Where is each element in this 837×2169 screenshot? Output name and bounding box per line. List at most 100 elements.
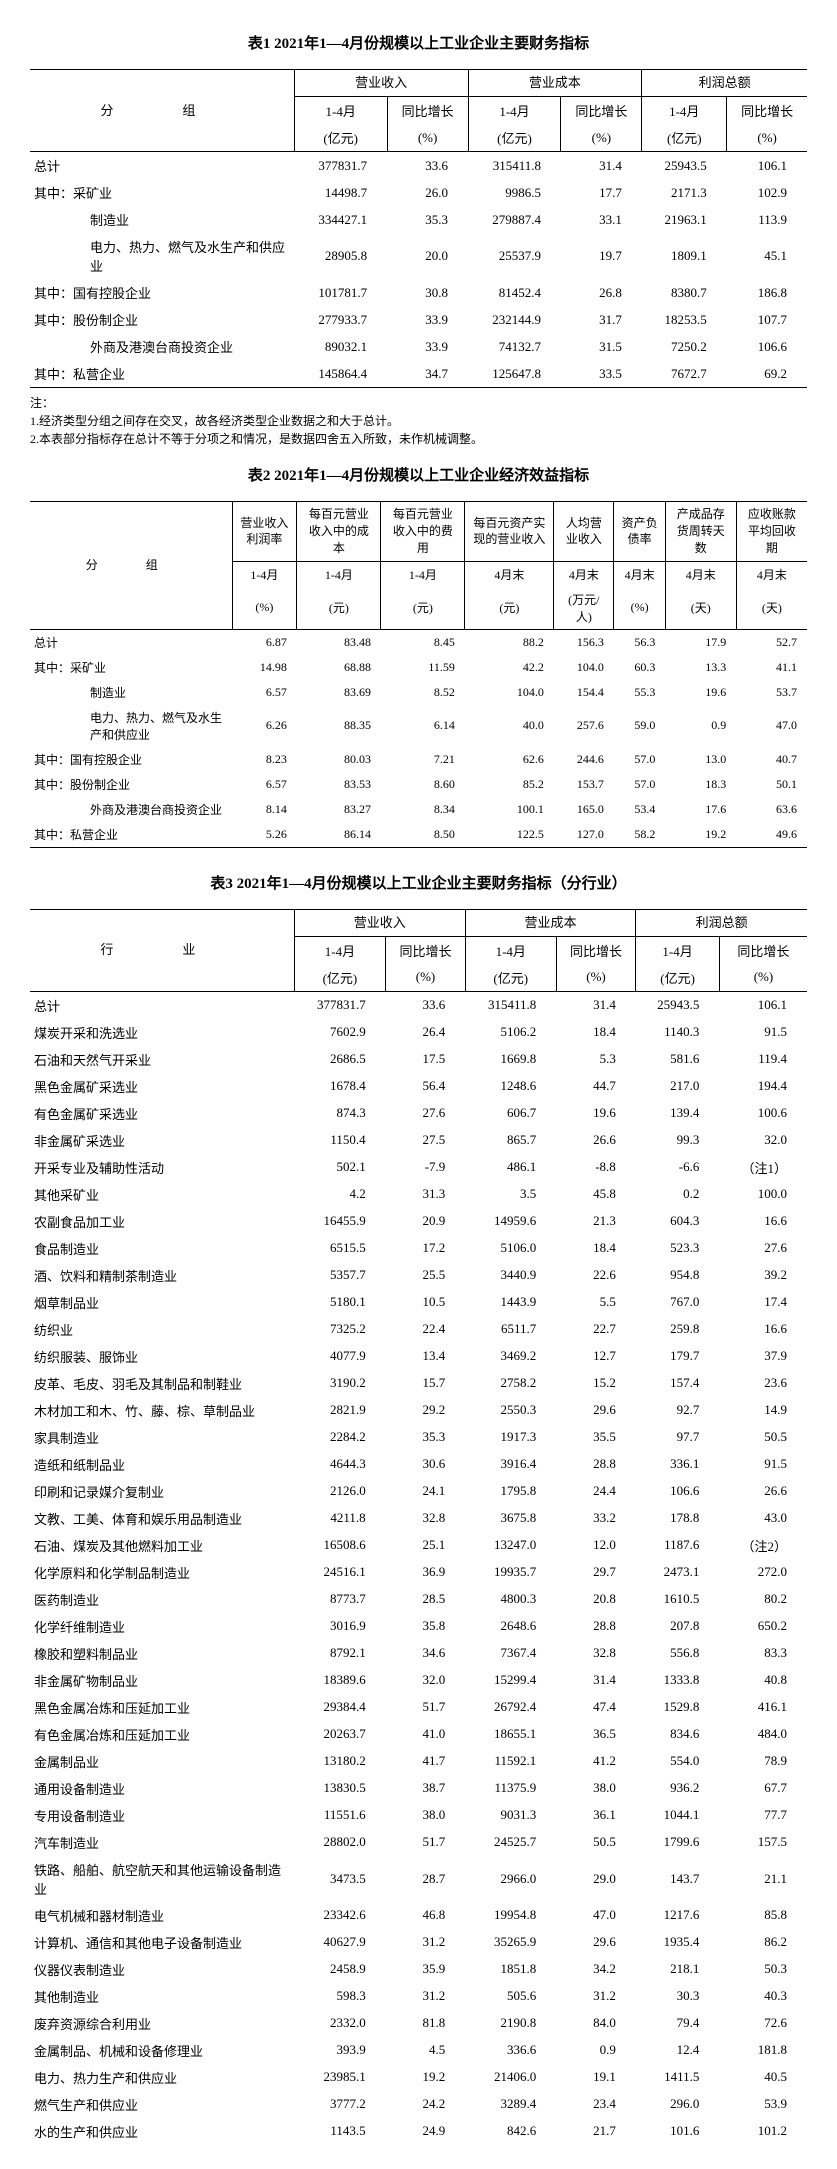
data-cell: 80.03 [297, 747, 381, 772]
data-cell: 257.6 [554, 705, 614, 747]
data-cell: 25.5 [386, 1262, 466, 1289]
table-row: 有色金属矿采选业874.327.6606.719.6139.4100.6 [30, 1100, 807, 1127]
table-row: 纺织服装、服饰业4077.913.43469.212.7179.737.9 [30, 1343, 807, 1370]
data-cell: 31.2 [556, 1983, 636, 2010]
data-cell: 88.35 [297, 705, 381, 747]
data-cell: 27.5 [386, 1127, 466, 1154]
data-cell: 23342.6 [294, 1902, 386, 1929]
data-cell: 259.8 [636, 1316, 720, 1343]
table-row: 制造业334427.135.3279887.433.121963.1113.9 [30, 206, 807, 233]
data-cell: 1143.5 [294, 2118, 386, 2145]
data-cell: 119.4 [719, 1046, 807, 1073]
t1-sh1-3: 同比增长 [561, 97, 642, 125]
t2-ch7: 应收账款平均回收期 [736, 502, 807, 561]
data-cell: 0.2 [636, 1181, 720, 1208]
row-label: 通用设备制造业 [30, 1775, 294, 1802]
data-cell: 28.8 [556, 1613, 636, 1640]
data-cell: 4644.3 [294, 1451, 386, 1478]
t2-sl1-7: 4月末 [736, 561, 807, 587]
data-cell: 18.3 [665, 772, 736, 797]
data-cell: 30.3 [636, 1983, 720, 2010]
data-cell: 4211.8 [294, 1505, 386, 1532]
data-cell: 33.9 [387, 306, 468, 333]
data-cell: 23985.1 [294, 2064, 386, 2091]
data-cell: 32.8 [556, 1640, 636, 1667]
table-row: 皮革、毛皮、羽毛及其制品和制鞋业3190.215.72758.215.2157.… [30, 1370, 807, 1397]
table-row: 其他采矿业4.231.33.545.80.2100.0 [30, 1181, 807, 1208]
table-row: 汽车制造业28802.051.724525.750.51799.6157.5 [30, 1829, 807, 1856]
row-label: 总计 [30, 991, 294, 1019]
data-cell: 101.2 [719, 2118, 807, 2145]
data-cell: 17.5 [386, 1046, 466, 1073]
row-label: 煤炭开采和洗选业 [30, 1019, 294, 1046]
data-cell: 8.14 [232, 797, 297, 822]
table-row: 电力、热力生产和供应业23985.119.221406.019.11411.54… [30, 2064, 807, 2091]
data-cell: 43.0 [719, 1505, 807, 1532]
data-cell: 28905.8 [294, 233, 387, 279]
data-cell: 6515.5 [294, 1235, 386, 1262]
row-label: 橡胶和塑料制品业 [30, 1640, 294, 1667]
data-cell: 26.4 [386, 1019, 466, 1046]
t3-sh2-5: (%) [719, 964, 807, 992]
data-cell: 13.0 [665, 747, 736, 772]
t3-sh1-5: 同比增长 [719, 936, 807, 964]
data-cell: 106.6 [727, 333, 807, 360]
data-cell: 336.6 [465, 2037, 556, 2064]
row-label: 其中：国有控股企业 [30, 747, 232, 772]
data-cell: 57.0 [614, 772, 666, 797]
t1-cg1: 营业成本 [468, 70, 642, 97]
data-cell: 21.3 [556, 1208, 636, 1235]
data-cell: 217.0 [636, 1073, 720, 1100]
row-label: 酒、饮料和精制茶制造业 [30, 1262, 294, 1289]
table-row: 总计377831.733.6315411.831.425943.5106.1 [30, 152, 807, 180]
data-cell: 55.3 [614, 680, 666, 705]
data-cell: 1917.3 [465, 1424, 556, 1451]
table-row: 开采专业及辅助性活动502.1-7.9486.1-8.8-6.6（注1） [30, 1154, 807, 1181]
data-cell: 1217.6 [636, 1902, 720, 1929]
data-cell: 11551.6 [294, 1802, 386, 1829]
table-row: 文教、工美、体育和娱乐用品制造业4211.832.83675.833.2178.… [30, 1505, 807, 1532]
row-label: 化学纤维制造业 [30, 1613, 294, 1640]
data-cell: 3916.4 [465, 1451, 556, 1478]
data-cell: 58.2 [614, 822, 666, 848]
data-cell: 1248.6 [465, 1073, 556, 1100]
table-row: 金属制品业13180.241.711592.141.2554.078.9 [30, 1748, 807, 1775]
data-cell: 30.8 [387, 279, 468, 306]
data-cell: 6.26 [232, 705, 297, 747]
data-cell: 34.2 [556, 1956, 636, 1983]
row-label: 制造业 [30, 206, 294, 233]
data-cell: 3469.2 [465, 1343, 556, 1370]
data-cell: 79.4 [636, 2010, 720, 2037]
data-cell: 41.0 [386, 1721, 466, 1748]
data-cell: 334427.1 [294, 206, 387, 233]
row-label: 外商及港澳台商投资企业 [30, 333, 294, 360]
data-cell: 29.6 [556, 1397, 636, 1424]
data-cell: 1799.6 [636, 1829, 720, 1856]
data-cell: 15.2 [556, 1370, 636, 1397]
table-row: 总计377831.733.6315411.831.425943.5106.1 [30, 991, 807, 1019]
data-cell: 14.98 [232, 655, 297, 680]
data-cell: 84.0 [556, 2010, 636, 2037]
row-label: 计算机、通信和其他电子设备制造业 [30, 1929, 294, 1956]
data-cell: 7602.9 [294, 1019, 386, 1046]
t2-sl1-5: 4月末 [614, 561, 666, 587]
data-cell: 10.5 [386, 1289, 466, 1316]
table-row: 通用设备制造业13830.538.711375.938.0936.267.7 [30, 1775, 807, 1802]
row-label: 制造业 [30, 680, 232, 705]
t3-sh2-1: (%) [386, 964, 466, 992]
table-row: 印刷和记录媒介复制业2126.024.11795.824.4106.626.6 [30, 1478, 807, 1505]
t3-sh2-2: (亿元) [465, 964, 556, 992]
table-row: 石油、煤炭及其他燃料加工业16508.625.113247.012.01187.… [30, 1532, 807, 1559]
data-cell: 29.2 [386, 1397, 466, 1424]
t2-sl2-4: (万元/人) [554, 587, 614, 630]
data-cell: 9031.3 [465, 1802, 556, 1829]
data-cell: 44.7 [556, 1073, 636, 1100]
data-cell: 63.6 [736, 797, 807, 822]
table1: 分 组 营业收入 营业成本 利润总额 1-4月 同比增长 1-4月 同比增长 1… [30, 69, 807, 388]
t2-sl2-5: (%) [614, 587, 666, 630]
table-row: 食品制造业6515.517.25106.018.4523.327.6 [30, 1235, 807, 1262]
note-line: 2.本表部分指标存在总计不等于分项之和情况，是数据四舍五入所致，未作机械调整。 [30, 430, 807, 448]
data-cell: 91.5 [719, 1451, 807, 1478]
data-cell: 53.9 [719, 2091, 807, 2118]
data-cell: 2686.5 [294, 1046, 386, 1073]
